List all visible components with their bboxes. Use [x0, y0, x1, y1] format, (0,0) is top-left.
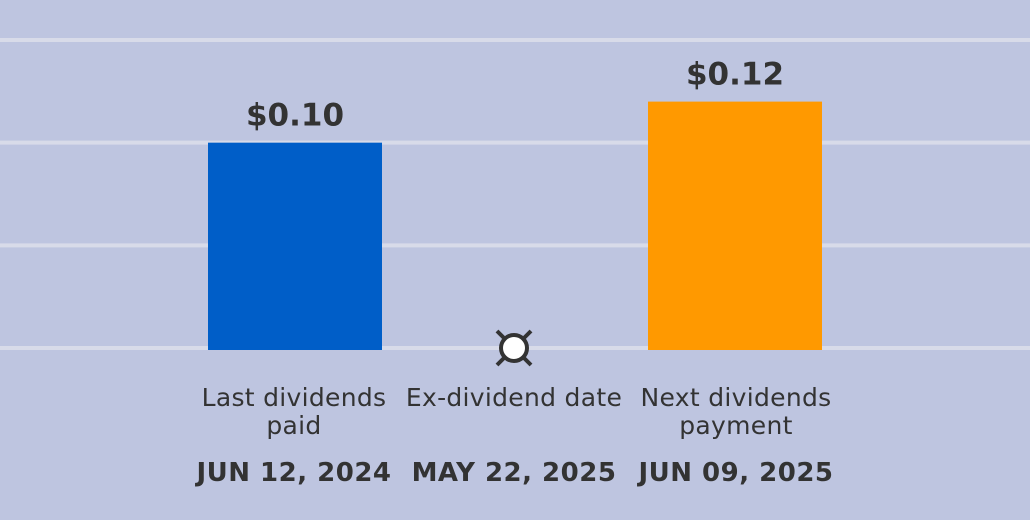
category-label-ex-dividend: Ex-dividend date — [405, 383, 623, 412]
date-label-last-dividends: JUN 12, 2024 — [196, 458, 392, 488]
category-label-next-dividends: Next dividends payment — [640, 383, 832, 440]
bar-value-label-0: $0.10 — [246, 98, 344, 134]
date-label-next-dividends: JUN 09, 2025 — [638, 458, 834, 488]
bar-0 — [208, 142, 382, 350]
category-label-last-dividends: Last dividends paid — [201, 383, 387, 440]
date-label-ex-dividend: MAY 22, 2025 — [411, 458, 617, 488]
ex-dividend-marker-icon — [495, 329, 533, 367]
bar-1 — [648, 101, 822, 350]
bar-value-label-1: $0.12 — [686, 57, 784, 93]
